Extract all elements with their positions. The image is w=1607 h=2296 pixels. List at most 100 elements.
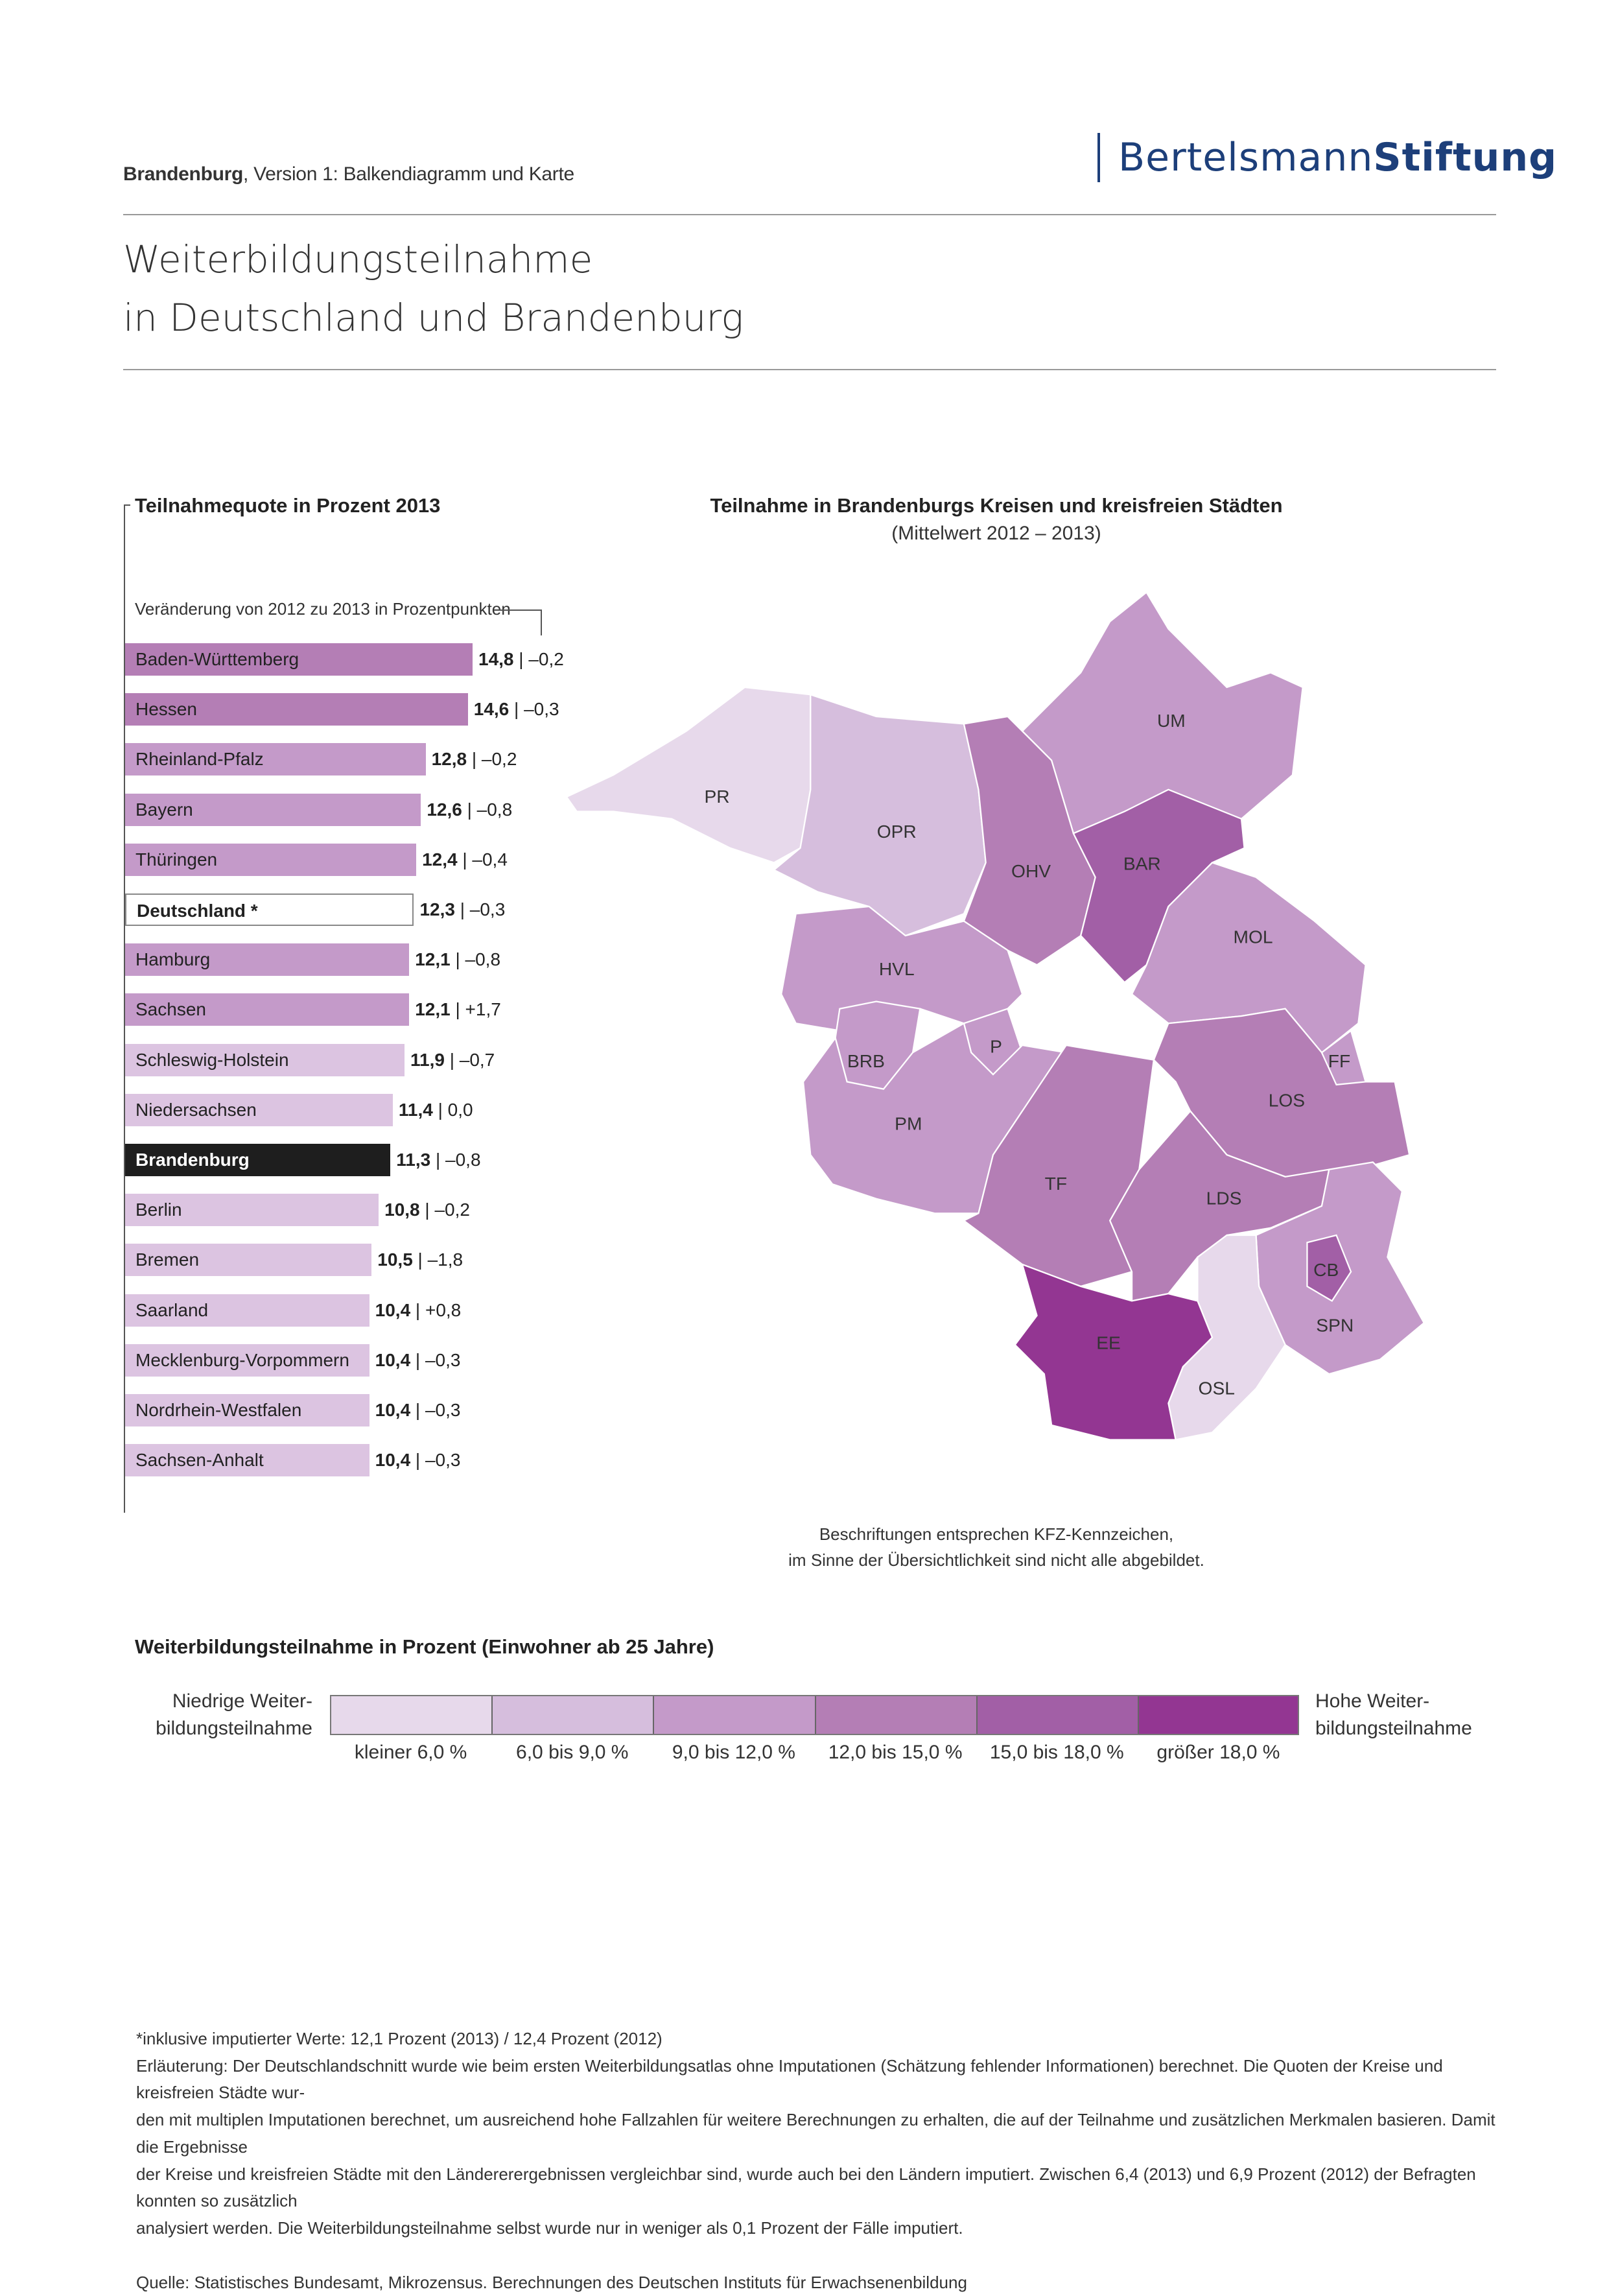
map-caption-line-1: Beschriftungen entsprechen KFZ-Kennzeich…	[819, 1524, 1174, 1544]
legend-swatch	[330, 1695, 492, 1735]
bar: Saarland	[125, 1294, 369, 1327]
title-line-2: in Deutschland und Brandenburg	[123, 296, 744, 340]
change-label-connector	[494, 610, 542, 635]
bar: Mecklenburg-Vorpommern	[125, 1343, 369, 1377]
map-title: Teilnahme in Brandenburgs Kreisen und kr…	[710, 494, 1283, 517]
bar-label: Nordrhein-Westfalen	[135, 1400, 302, 1420]
page-title: Weiterbildungsteilnahme in Deutschland un…	[123, 230, 744, 347]
map-caption-line-2: im Sinne der Übersichtlichkeit sind nich…	[788, 1550, 1204, 1570]
bar: Hessen	[125, 693, 468, 726]
bar-label: Baden-Württemberg	[135, 649, 299, 669]
bar-value-label: 11,9 | –0,7	[410, 1049, 495, 1070]
legend-swatch	[491, 1695, 653, 1735]
divider	[123, 214, 1496, 215]
bar-label: Deutschland *	[137, 901, 258, 921]
district-label: LDS	[1206, 1189, 1242, 1209]
district-label: OPR	[877, 822, 917, 842]
bar: Deutschland *	[125, 894, 414, 926]
bar: Thüringen	[125, 843, 417, 876]
bar-label: Hessen	[135, 699, 197, 720]
bar: Bayern	[125, 793, 421, 826]
bar-label: Saarland	[135, 1299, 209, 1320]
district-label: BAR	[1123, 854, 1161, 874]
footnote-line: der Kreise und kreisfreien Städte mit de…	[136, 2164, 1476, 2211]
legend-swatch	[1137, 1695, 1300, 1735]
legend-title: Weiterbildungsteilnahme in Prozent (Einw…	[135, 1635, 714, 1658]
bar-value-label: 14,8 | –0,2	[478, 649, 564, 669]
district-label: P	[990, 1036, 1002, 1056]
bar-value-label: 10,4 | +0,8	[375, 1299, 462, 1320]
footnote-line: Erläuterung: Der Deutschlandschnitt wurd…	[136, 2055, 1443, 2103]
district-cb	[1306, 1234, 1352, 1302]
footnotes: *inklusive imputierter Werte: 12,1 Proze…	[136, 2026, 1497, 2296]
district-pm	[802, 1022, 1068, 1214]
title-line-1: Weiterbildungsteilnahme	[123, 237, 593, 281]
legend-class-label: 12,0 bis 15,0 %	[828, 1742, 963, 1763]
bar-label: Bayern	[135, 799, 193, 820]
header-version: , Version 1: Balkendiagramm und Karte	[243, 163, 574, 185]
legend-frame	[330, 1695, 1299, 1735]
legend-class-label: kleiner 6,0 %	[354, 1742, 467, 1763]
legend-class-label: 9,0 bis 12,0 %	[672, 1742, 795, 1763]
bar-label: Brandenburg	[135, 1150, 250, 1170]
bar: Sachsen-Anhalt	[125, 1444, 369, 1477]
map-subtitle: (Mittelwert 2012 – 2013)	[891, 523, 1101, 544]
district-label: PR	[705, 787, 730, 807]
district-lds	[1108, 1109, 1330, 1302]
bar-value-label: 10,4 | –0,3	[375, 1349, 461, 1370]
map-caption: Beschriftungen entsprechen KFZ-Kennzeich…	[672, 1521, 1320, 1573]
legend-class-label: 6,0 bis 9,0 %	[516, 1742, 629, 1763]
bar-label: Hamburg	[135, 949, 211, 970]
bar-label: Schleswig-Holstein	[135, 1049, 289, 1070]
bar-label: Berlin	[135, 1200, 182, 1220]
bar: Berlin	[125, 1194, 379, 1227]
bar: Nordrhein-Westfalen	[125, 1394, 369, 1426]
district-ohv	[963, 715, 1096, 966]
legend-class-label: größer 18,0 %	[1156, 1742, 1280, 1763]
bar-chart-axis	[124, 504, 125, 1513]
bar: Niedersachsen	[125, 1093, 393, 1126]
bar-value-label: 12,1 | +1,7	[415, 999, 501, 1020]
bertelsmann-logo: BertelsmannStiftung	[1097, 133, 1557, 182]
district-label: CB	[1313, 1260, 1339, 1280]
legend-high-line-1: Hohe Weiter-	[1315, 1690, 1430, 1712]
legend-swatch	[976, 1695, 1138, 1735]
bar-label: Thüringen	[135, 849, 218, 870]
bar-chart-title: Teilnahmequote in Prozent 2013	[135, 494, 441, 517]
district-label: FF	[1328, 1051, 1350, 1071]
district-label: SPN	[1316, 1316, 1354, 1336]
brandenburg-map: PR OPR UM OHV BAR MOL HVL BRB P PM TF LOS FF LDS SPN CB…	[567, 591, 1425, 1441]
footnote-line: analysiert werden. Die Weiterbildungstei…	[136, 2218, 963, 2238]
axis-tick	[124, 504, 130, 506]
source-note: Quelle: Statistisches Bundesamt, Mikroze…	[136, 2272, 967, 2292]
bar-label: Mecklenburg-Vorpommern	[135, 1349, 349, 1370]
district-label: PM	[895, 1114, 922, 1134]
bar: Sachsen	[125, 993, 410, 1026]
logo-light: Bertelsmann	[1118, 135, 1374, 180]
bar: Bremen	[125, 1244, 372, 1277]
legend-low-line-1: Niedrige Weiter-	[172, 1690, 312, 1712]
legend-swatch	[814, 1695, 976, 1735]
district-ff	[1320, 1029, 1367, 1086]
district-label: UM	[1157, 711, 1186, 731]
bar-value-label: 12,4 | –0,4	[422, 849, 508, 870]
bar-label: Sachsen-Anhalt	[135, 1450, 264, 1471]
legend-low-label: Niedrige Weiter-bildungsteilnahme	[118, 1688, 312, 1742]
bar-value-label: 11,4 | 0,0	[398, 1099, 473, 1120]
bar-label: Bremen	[135, 1249, 200, 1270]
bar-value-label: 12,8 | –0,2	[431, 749, 517, 770]
bar: Hamburg	[125, 943, 410, 976]
footnote-line: den mit multiplen Imputationen berechnet…	[136, 2110, 1496, 2157]
bar-label: Rheinland-Pfalz	[135, 749, 264, 770]
bar-label: Sachsen	[135, 999, 206, 1020]
bar-value-label: 11,3 | –0,8	[396, 1150, 481, 1170]
district-label: OSL	[1199, 1379, 1235, 1399]
bar-value-label: 12,6 | –0,8	[427, 799, 513, 820]
legend-high-line-2: bildungsteilnahme	[1315, 1718, 1472, 1739]
legend-low-line-2: bildungsteilnahme	[156, 1718, 312, 1739]
bar-value-label: 14,6 | –0,3	[473, 699, 559, 720]
legend-color-scale	[330, 1695, 1300, 1735]
district-label: LOS	[1269, 1091, 1305, 1111]
bar-value-label: 10,8 | –0,2	[384, 1200, 470, 1220]
bar: Schleswig-Holstein	[125, 1043, 405, 1076]
